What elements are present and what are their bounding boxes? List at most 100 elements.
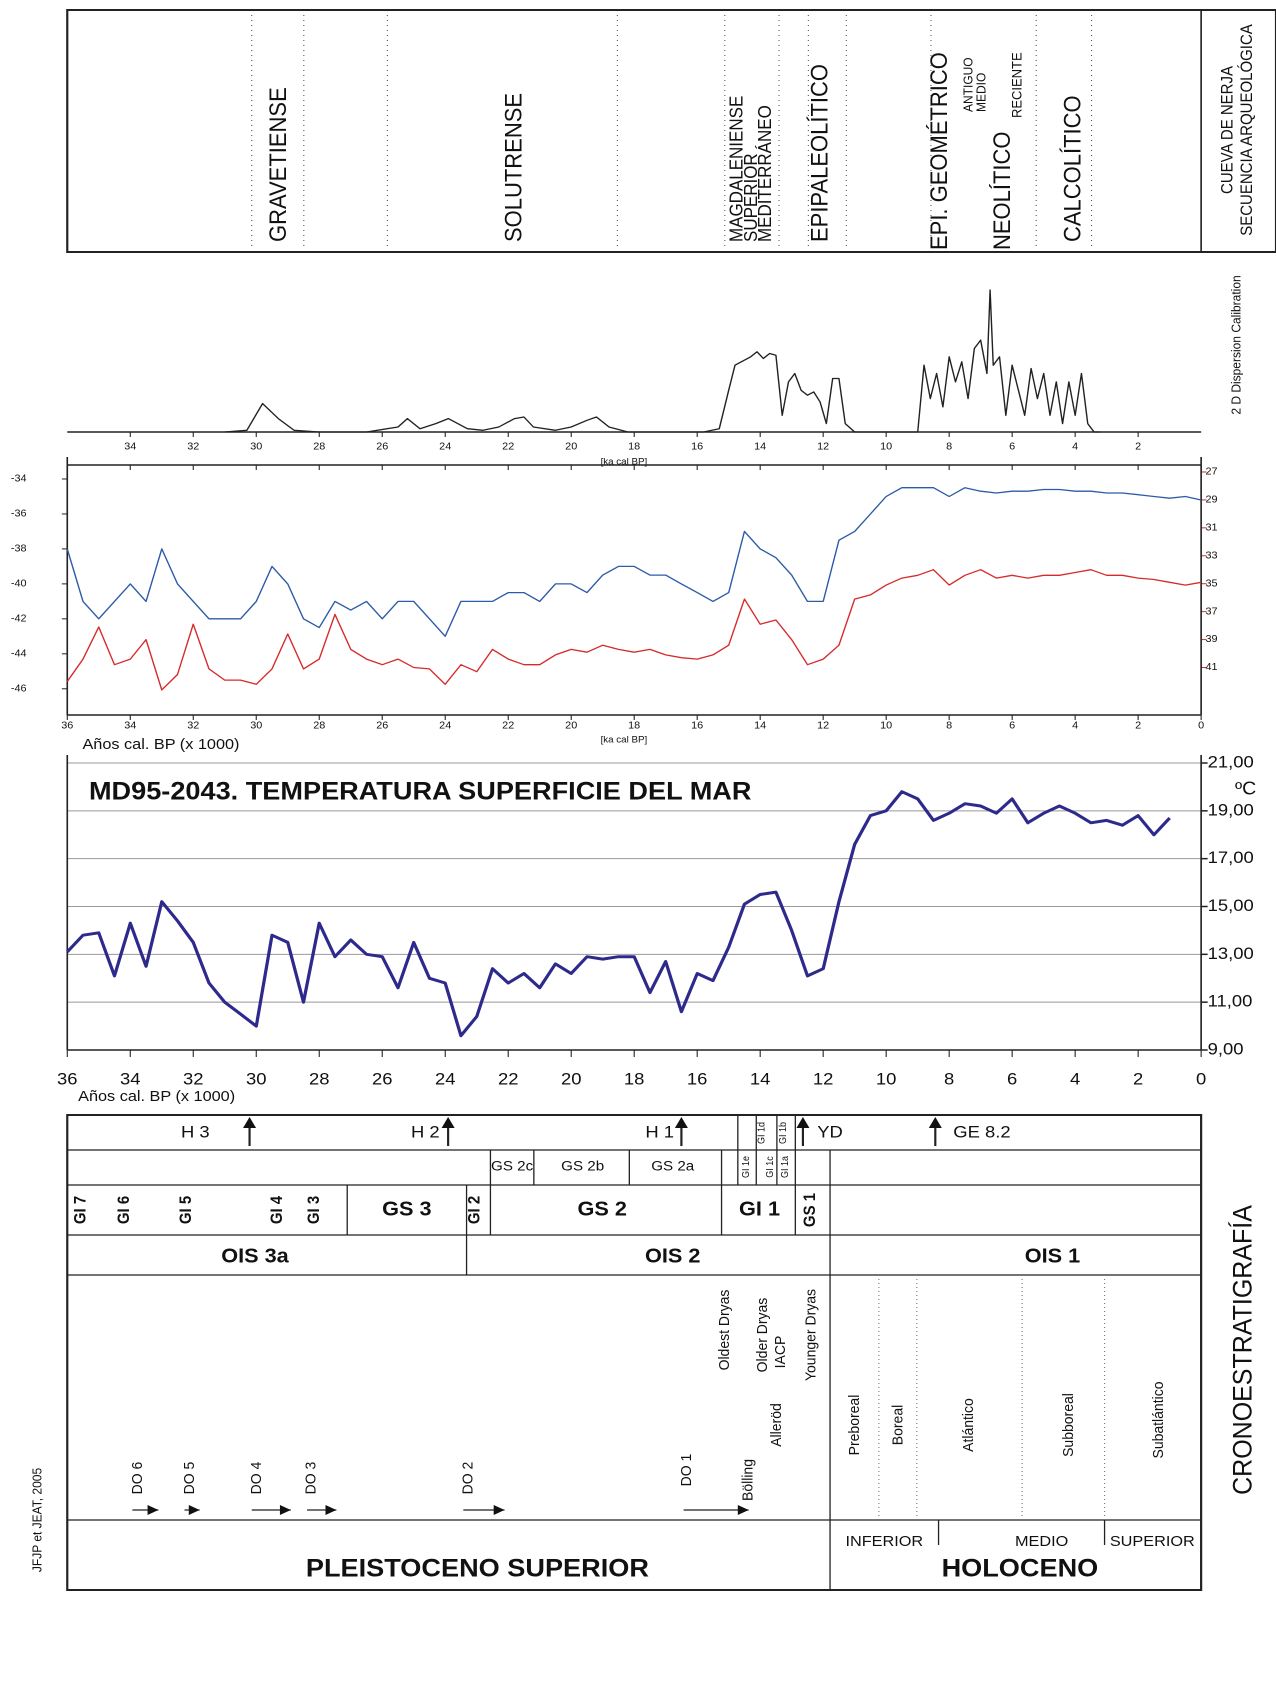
- stadial-label: GI 6: [116, 1196, 134, 1225]
- chrono-title: CRONOESTRATIGRAFÍA: [1227, 1205, 1258, 1495]
- chrono-frame: [66, 1114, 1203, 1591]
- y-tick-label: -44: [11, 649, 27, 660]
- sequence-title: SECUENCIA ARQUEOLÓGICA: [1236, 24, 1256, 236]
- period-label: MAGDALENIENSE: [726, 96, 747, 242]
- x-tick-label: 2: [1135, 721, 1141, 732]
- period-label: SUPERIOR: [740, 153, 761, 242]
- phase-label: DO 4: [249, 1462, 266, 1495]
- x-tick-label: 2: [1135, 442, 1141, 453]
- x-tick-label: 8: [946, 721, 952, 732]
- stadial-sub-label: GI 1a: [779, 1155, 790, 1178]
- stadial-label: GI 5: [177, 1196, 195, 1225]
- arrow-head: [737, 1505, 749, 1515]
- x-title: Años cal. BP (x 1000): [82, 737, 239, 753]
- x-tick-label: 26: [376, 721, 388, 732]
- stadial-sub-label: GI 1b: [777, 1122, 788, 1144]
- arrow-head: [325, 1505, 337, 1515]
- arrow-head: [188, 1505, 200, 1515]
- event-label: H 1: [645, 1122, 674, 1141]
- period-label: RECIENTE: [1009, 52, 1025, 118]
- event-label: H 3: [181, 1122, 210, 1141]
- y-tick-label: -40: [11, 579, 27, 590]
- arrow-head: [279, 1505, 291, 1515]
- phase-label: DO 6: [129, 1462, 146, 1495]
- period-label: GRAVETIENSE: [264, 87, 291, 242]
- x-title: Años cal. BP (x 1000): [78, 1089, 235, 1105]
- stadial-sub-label: GS 2c: [491, 1159, 533, 1174]
- phase-label: Alleröd: [768, 1403, 785, 1447]
- data-line: [224, 289, 1101, 433]
- period-label: SOLUTRENSE: [500, 93, 527, 242]
- y-tick-label: -38: [11, 544, 27, 555]
- y-tick-label: -36: [11, 509, 27, 520]
- y-tick-label: 21,00: [1208, 752, 1254, 771]
- y2-tick-label: 33: [1205, 551, 1217, 562]
- y-tick-label: 13,00: [1208, 943, 1254, 962]
- stadial-sub-label: GI 1e: [740, 1156, 751, 1178]
- y2-tick-label: 37: [1205, 607, 1217, 618]
- x-tick-label: 26: [372, 1069, 393, 1088]
- x-tick-label: 32: [187, 721, 199, 732]
- x-tick-label: 20: [565, 721, 577, 732]
- stadial-label: GI 3: [305, 1196, 323, 1225]
- phase-label: DO 5: [181, 1462, 198, 1495]
- credit: JFJP et JEAT, 2005: [30, 1468, 45, 1572]
- y2-tick-label: 29: [1205, 495, 1217, 506]
- ois-label: OIS 3a: [221, 1245, 289, 1267]
- stadial-sub-label: GI 1c: [764, 1156, 775, 1178]
- y2-tick-label: 39: [1205, 635, 1217, 646]
- arrow-head: [441, 1117, 455, 1128]
- x-tick-label: 32: [183, 1069, 204, 1088]
- y2-tick-label: 27: [1205, 467, 1217, 478]
- stadial-label: GI 4: [269, 1196, 287, 1225]
- phase-label: Preboreal: [847, 1395, 864, 1456]
- y-tick-label: 9,00: [1208, 1039, 1244, 1058]
- period-label: CALCOLÍTICO: [1059, 95, 1086, 242]
- x-tick-label: 4: [1070, 1069, 1080, 1088]
- phase-label: Subboreal: [1060, 1393, 1077, 1457]
- phase-label: Older Dryas: [754, 1298, 771, 1373]
- stadial-label: GI 1: [739, 1198, 780, 1220]
- x-tick-label: 8: [944, 1069, 954, 1088]
- x-label: [ka cal BP]: [601, 734, 648, 745]
- phase-label: Oldest Dryas: [716, 1290, 733, 1371]
- x-tick-label: 22: [498, 1069, 519, 1088]
- period-label: EPI. GEOMÉTRICO: [925, 52, 952, 250]
- x-tick-label: 14: [754, 442, 766, 453]
- data-line: [66, 790, 1171, 1038]
- arrow-head: [928, 1117, 942, 1128]
- phase-label: DO 2: [460, 1462, 477, 1495]
- x-tick-label: 28: [313, 442, 325, 453]
- sequence-frame: [66, 9, 1276, 253]
- period-label: EPIPALEOLÍTICO: [806, 64, 833, 242]
- event-label: YD: [817, 1122, 843, 1141]
- phase-label: Subatlántico: [1150, 1382, 1167, 1459]
- stadial-label: GI 2: [466, 1196, 484, 1225]
- x-tick-label: 16: [691, 442, 703, 453]
- x-tick-label: 10: [880, 442, 892, 453]
- y-unit: ºC: [1235, 778, 1256, 798]
- ois-label: OIS 1: [1025, 1245, 1081, 1267]
- x-tick-label: 22: [502, 442, 514, 453]
- x-tick-label: 4: [1072, 721, 1078, 732]
- x-tick-label: 30: [250, 442, 262, 453]
- x-tick-label: 10: [880, 721, 892, 732]
- arrow-head: [796, 1117, 810, 1128]
- y-tick-label: -42: [11, 614, 27, 625]
- x-tick-label: 34: [120, 1069, 141, 1088]
- phase-label: Atlántico: [960, 1398, 977, 1452]
- y2-tick-label: 31: [1205, 523, 1217, 534]
- data-line: [66, 569, 1202, 691]
- y-tick-label: -46: [11, 684, 27, 695]
- x-tick-label: 6: [1007, 1069, 1017, 1088]
- ois-label: OIS 2: [645, 1245, 700, 1267]
- x-tick-label: 6: [1009, 442, 1015, 453]
- y-tick-label: -34: [11, 474, 27, 485]
- phase-label: Boreal: [890, 1405, 907, 1445]
- period-label: MEDITERRÁNEO: [754, 105, 775, 242]
- arrow-head: [147, 1505, 159, 1515]
- x-tick-label: 24: [439, 721, 451, 732]
- x-tick-label: 2: [1133, 1069, 1143, 1088]
- event-label: GE 8.2: [953, 1122, 1010, 1141]
